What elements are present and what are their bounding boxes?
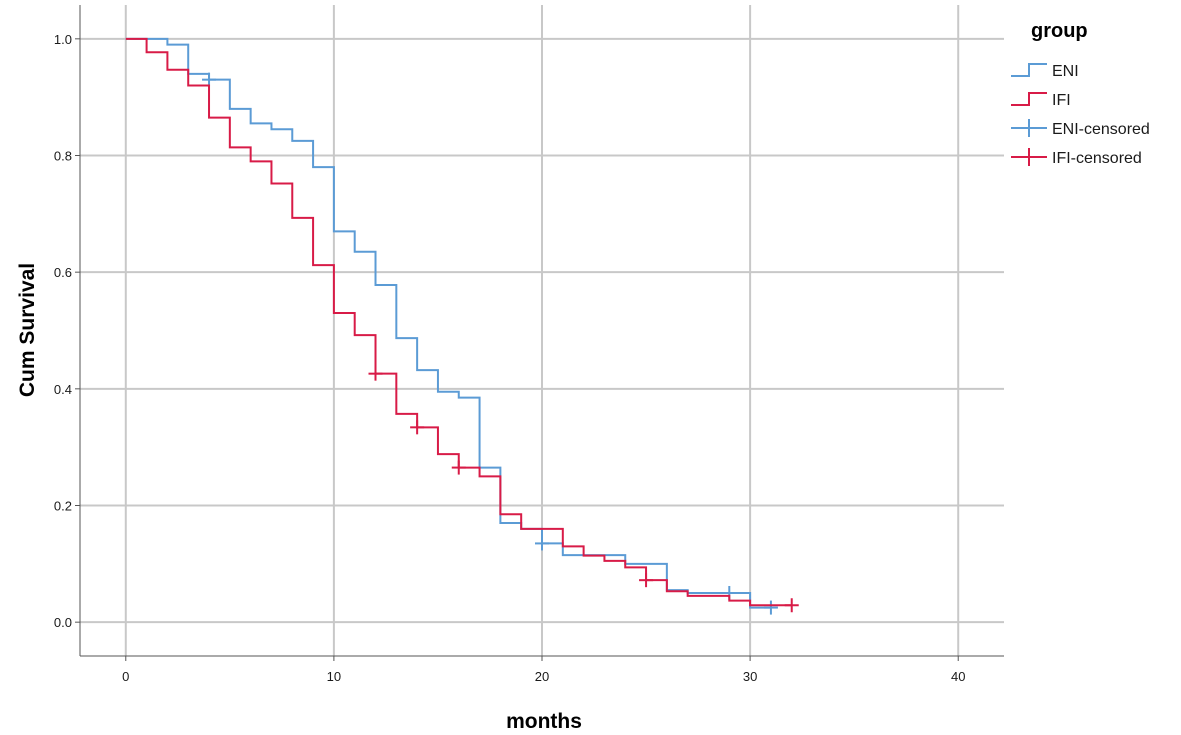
x-tick-label: 40 — [951, 669, 965, 684]
x-tick-label: 0 — [122, 669, 129, 684]
legend-item-eni: ENI — [1011, 63, 1079, 80]
legend: group ENI IFI ENI-censored IFI-censored — [1011, 20, 1150, 167]
legend-label: IFI-censored — [1052, 150, 1142, 167]
censor-mark-ifi — [451, 460, 466, 475]
y-tick-label: 0.6 — [54, 265, 72, 280]
legend-label: IFI — [1052, 92, 1071, 109]
legend-label: ENI — [1052, 63, 1079, 80]
y-tick-label: 0.4 — [54, 382, 72, 397]
legend-item-ifi: IFI — [1011, 92, 1071, 109]
legend-step-swatch — [1011, 63, 1047, 77]
legend-item-eni-censored: ENI-censored — [1011, 119, 1150, 138]
x-axis-title: months — [506, 710, 582, 733]
y-tick-label: 1.0 — [54, 32, 72, 47]
y-ticks: 0.0 0.2 0.4 0.6 0.8 1.0 — [54, 32, 80, 630]
grid-lines — [80, 5, 1004, 656]
x-tick-label: 10 — [327, 669, 341, 684]
legend-plus-swatch — [1011, 148, 1047, 166]
censor-mark-ifi — [410, 420, 425, 435]
y-axis-title: Cum Survival — [16, 263, 39, 397]
censor-mark-eni — [763, 600, 778, 615]
y-tick-label: 0.0 — [54, 615, 72, 630]
x-tick-label: 20 — [535, 669, 549, 684]
series-layer — [125, 37, 799, 615]
legend-plus-swatch — [1011, 119, 1047, 137]
survival-curve-eni — [125, 37, 771, 609]
censor-mark-eni — [535, 536, 549, 551]
censor-mark-ifi — [368, 366, 383, 381]
y-tick-label: 0.2 — [54, 499, 72, 514]
y-tick-label: 0.8 — [54, 149, 72, 164]
x-ticks: 0 10 20 30 40 — [122, 656, 965, 684]
censor-mark-ifi — [639, 573, 654, 588]
legend-title: group — [1031, 20, 1088, 42]
legend-label: ENI-censored — [1052, 121, 1150, 138]
legend-step-swatch — [1011, 92, 1047, 106]
censor-mark-eni — [202, 72, 217, 87]
legend-item-ifi-censored: IFI-censored — [1011, 148, 1142, 167]
x-tick-label: 30 — [743, 669, 757, 684]
censor-mark-ifi — [784, 598, 799, 613]
